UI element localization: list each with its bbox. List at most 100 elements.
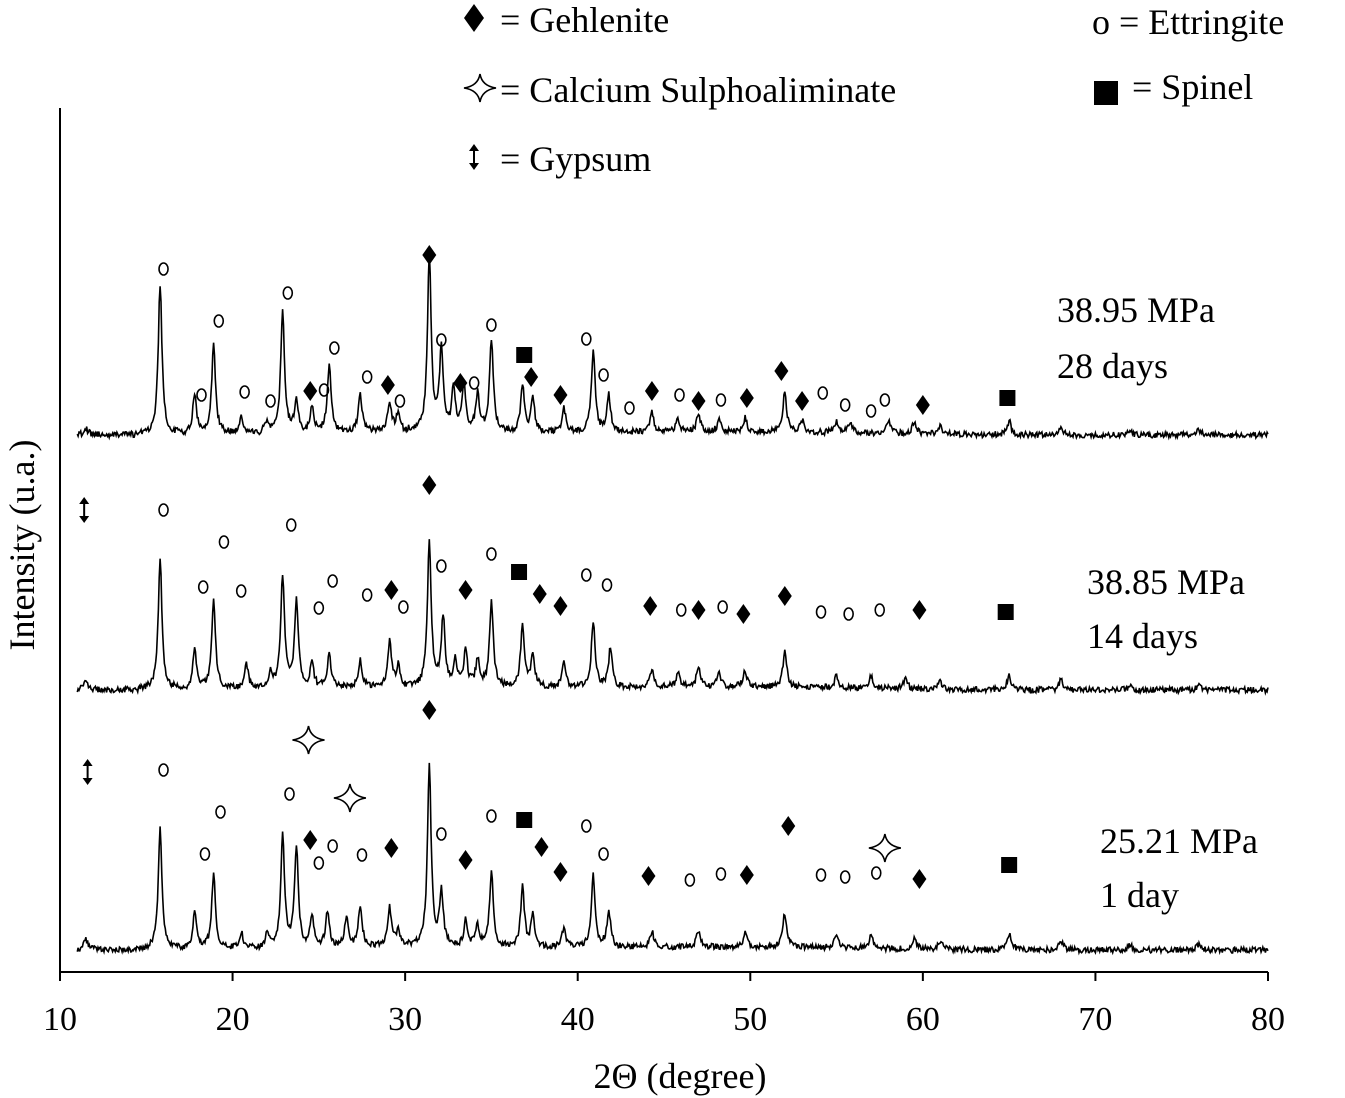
gehlenite-marker — [453, 373, 468, 393]
x-tick-label: 10 — [43, 1001, 77, 1038]
ettringite-marker — [684, 873, 696, 887]
ettringite-marker — [284, 787, 295, 801]
ettringite-marker — [843, 607, 854, 621]
x-axis-label: 2Θ (degree) — [594, 1056, 767, 1096]
x-tick-label: 20 — [216, 1001, 250, 1038]
ettringite-marker — [239, 385, 250, 399]
pattern-series-2: 25.21 MPa 1 day — [76, 700, 1269, 956]
gehlenite-marker — [739, 388, 754, 408]
ettringite-marker — [815, 605, 827, 619]
x-tick-label: 30 — [388, 1001, 422, 1038]
series-group: 38.95 MPa 28 days 38.85 MPa 14 days 25.21 MP… — [76, 245, 1269, 956]
ettringite-marker — [158, 262, 169, 276]
spinel-marker — [1094, 81, 1118, 105]
gehlenite-marker — [739, 865, 754, 885]
ettringite-marker — [356, 848, 368, 862]
gypsum-marker — [469, 144, 479, 170]
y-axis-label: Intensity (u.a.) — [2, 440, 42, 651]
gehlenite-marker — [553, 862, 568, 882]
ettringite-marker — [624, 401, 635, 415]
ettringite-marker — [486, 318, 497, 332]
diffraction-line — [76, 762, 1269, 956]
ettringite-marker — [436, 333, 447, 347]
legend: = Gehlenite = Calcium Sulphoaliminate = Gy… — [463, 0, 1284, 179]
gehlenite-marker — [458, 580, 473, 600]
ettringite-marker — [285, 518, 297, 532]
ettringite-marker — [839, 398, 851, 412]
gehlenite-marker — [464, 4, 484, 32]
calcium-sulphoaluminate-marker — [333, 783, 367, 813]
gehlenite-marker — [912, 869, 927, 889]
ettringite-marker — [394, 394, 406, 408]
gehlenite-marker — [422, 475, 437, 495]
ettringite-marker — [361, 588, 373, 602]
ettringite-marker — [436, 827, 447, 841]
gehlenite-marker — [644, 381, 659, 401]
ettringite-marker — [581, 568, 592, 582]
spinel-marker — [511, 564, 528, 580]
legend-item-star: = Calcium Sulphoaliminate — [463, 70, 896, 110]
x-tick-label: 80 — [1251, 1001, 1285, 1038]
x-tick-label: 70 — [1078, 1001, 1112, 1038]
pattern-series-1: 38.85 MPa 14 days — [76, 475, 1269, 696]
spinel-marker — [1001, 857, 1018, 873]
ettringite-marker — [675, 603, 687, 617]
ettringite-marker — [879, 393, 891, 407]
gehlenite-marker — [691, 600, 706, 620]
ettringite-marker — [870, 866, 882, 880]
ettringite-marker — [815, 868, 827, 882]
gehlenite-marker — [915, 395, 930, 415]
gypsum-marker — [82, 759, 93, 785]
ettringite-marker — [282, 286, 294, 300]
gehlenite-marker — [553, 385, 568, 405]
ettringite-marker — [581, 332, 592, 346]
legend-item-arrow: = Gypsum — [469, 139, 651, 179]
diffraction-line — [76, 251, 1269, 441]
x-tick-label: 60 — [906, 1001, 940, 1038]
ettringite-marker — [717, 600, 728, 614]
ettringite-marker — [674, 388, 685, 402]
spinel-marker — [997, 604, 1014, 620]
legend-label: o = Ettringite — [1092, 2, 1284, 42]
legend-label: = Calcium Sulphoaliminate — [500, 70, 896, 110]
gehlenite-marker — [641, 866, 656, 886]
ettringite-marker — [436, 559, 447, 573]
ettringite-marker — [318, 383, 330, 397]
gehlenite-marker — [795, 391, 810, 411]
legend-item-diamond: = Gehlenite — [464, 0, 669, 40]
gehlenite-marker — [303, 381, 318, 401]
ettringite-marker — [486, 547, 497, 561]
ettringite-marker — [398, 600, 409, 614]
ettringite-marker — [715, 867, 727, 881]
ettringite-marker — [486, 809, 497, 823]
legend-label: = Spinel — [1132, 67, 1253, 107]
ettringite-marker — [839, 870, 851, 884]
ettringite-marker — [235, 584, 247, 598]
gehlenite-marker — [532, 584, 547, 604]
gehlenite-marker — [384, 580, 399, 600]
x-ticks: 10 20 30 40 50 60 70 80 — [43, 972, 1285, 1038]
ettringite-marker — [327, 839, 338, 853]
spinel-marker — [516, 812, 533, 828]
gehlenite-marker — [691, 391, 706, 411]
gehlenite-marker — [736, 604, 751, 624]
series-strength-label: 38.85 MPa — [1087, 562, 1245, 602]
ettringite-marker — [313, 601, 325, 615]
series-age-label: 14 days — [1087, 616, 1198, 656]
series-strength-label: 38.95 MPa — [1057, 290, 1215, 330]
series-age-label: 28 days — [1057, 346, 1168, 386]
calcium-sulphoaluminate-marker — [868, 833, 902, 863]
gehlenite-marker — [422, 700, 437, 720]
ettringite-marker — [213, 314, 225, 328]
ettringite-marker — [329, 341, 340, 355]
gehlenite-marker — [524, 367, 539, 387]
ettringite-marker — [361, 370, 373, 384]
ettringite-marker — [196, 388, 207, 402]
series-age-label: 1 day — [1100, 875, 1179, 915]
legend-label: = Gypsum — [500, 139, 651, 179]
gypsum-marker — [79, 497, 90, 523]
ettringite-marker — [199, 847, 211, 861]
ettringite-marker — [215, 805, 226, 819]
ettringite-marker — [715, 393, 727, 407]
pattern-series-0: 38.95 MPa 28 days — [76, 245, 1269, 441]
